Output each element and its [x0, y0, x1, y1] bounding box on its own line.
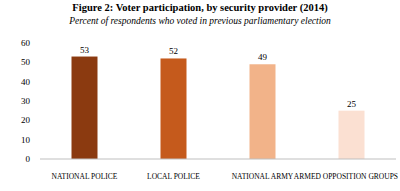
- data-label: 25: [347, 99, 357, 109]
- chart-svg: Figure 2: Voter participation, by securi…: [0, 0, 400, 191]
- bar: [339, 111, 365, 159]
- y-tick-label: 40: [21, 77, 31, 87]
- tick-mark: [37, 139, 40, 140]
- x-axis-line: [40, 159, 396, 160]
- y-tick-label: 0: [26, 154, 31, 164]
- x-tick-label: LOCAL POLICE: [147, 172, 200, 181]
- tick-mark: [37, 62, 40, 63]
- x-tick-label: NATIONAL POLICE: [52, 172, 118, 181]
- tick-mark: [37, 159, 40, 160]
- tick-mark: [37, 43, 40, 44]
- chart-container: Figure 2: Voter participation, by securi…: [0, 0, 400, 191]
- subtitle: Percent of respondents who voted in prev…: [68, 16, 331, 26]
- data-label: 52: [169, 46, 178, 56]
- data-label: 53: [80, 45, 90, 55]
- bar: [250, 64, 276, 159]
- x-tick-label: ARMED OPPOSITION GROUPS: [294, 172, 398, 181]
- y-tick-label: 50: [21, 57, 31, 67]
- bar: [161, 58, 187, 159]
- y-tick-label: 20: [21, 115, 31, 125]
- y-tick-label: 60: [21, 38, 31, 48]
- labels: 53 NATIONAL POLICE 52 LOCAL POLICE 49 NATIONA…: [52, 45, 398, 181]
- data-label: 49: [258, 52, 268, 62]
- bars: [72, 57, 365, 159]
- y-tick-label: 30: [21, 96, 31, 106]
- tick-mark: [37, 101, 40, 102]
- tick-mark: [37, 120, 40, 121]
- tick-mark: [37, 81, 40, 82]
- title: Figure 2: Voter participation, by securi…: [72, 2, 328, 14]
- y-tick-label: 10: [21, 135, 31, 145]
- bar: [72, 57, 98, 159]
- y-axis: 0 10 20 30 40 50 60: [21, 38, 40, 164]
- x-tick-label: NATIONAL ARMY: [232, 172, 294, 181]
